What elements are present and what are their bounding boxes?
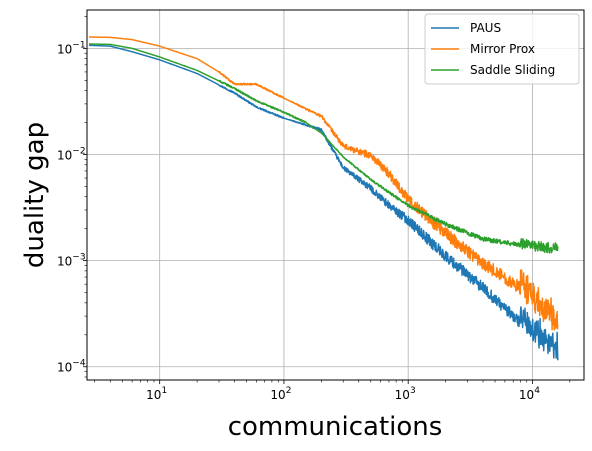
plot-frame <box>86 9 585 381</box>
x-tick-exponent: 1 <box>161 386 167 396</box>
x-tick-exponent: 2 <box>286 386 292 396</box>
y-tick-exponent: −1 <box>72 40 85 50</box>
y-tick-base: 10 <box>57 361 72 375</box>
x-tick-label: 103 <box>395 386 416 402</box>
x-tick-base: 10 <box>270 388 285 402</box>
y-tick-base: 10 <box>57 255 72 269</box>
series-line-saddle-sliding <box>88 43 559 254</box>
x-tick-base: 10 <box>146 388 161 402</box>
legend-label: Saddle Sliding <box>470 63 555 77</box>
x-tick-base: 10 <box>395 388 410 402</box>
y-tick-exponent: −4 <box>72 359 86 369</box>
y-tick-label: 10−4 <box>57 359 86 375</box>
x-tick-exponent: 3 <box>410 386 416 396</box>
legend-box <box>424 13 580 85</box>
legend-label: PAUS <box>470 21 501 35</box>
legend-label: Mirror Prox <box>470 42 535 56</box>
y-tick-label: 10−2 <box>57 147 86 163</box>
y-tick-base: 10 <box>57 42 72 56</box>
y-tick-exponent: −3 <box>72 253 85 263</box>
x-tick-label: 104 <box>519 386 540 402</box>
x-tick-label: 102 <box>270 386 291 402</box>
x-tick-base: 10 <box>519 388 534 402</box>
x-tick-exponent: 4 <box>534 386 540 396</box>
series-line-mirror-prox <box>88 36 559 331</box>
series-line-paus <box>88 44 559 361</box>
series-layer <box>88 36 559 361</box>
y-tick-label: 10−1 <box>57 40 86 56</box>
x-axis-label: communications <box>228 412 443 442</box>
y-axis-label: duality gap <box>20 122 50 268</box>
y-tick-label: 10−3 <box>57 253 86 269</box>
y-tick-base: 10 <box>57 149 72 163</box>
x-tick-label: 101 <box>146 386 167 402</box>
y-tick-exponent: −2 <box>72 147 85 157</box>
legend: PAUS Mirror Prox Saddle Sliding <box>424 13 580 85</box>
